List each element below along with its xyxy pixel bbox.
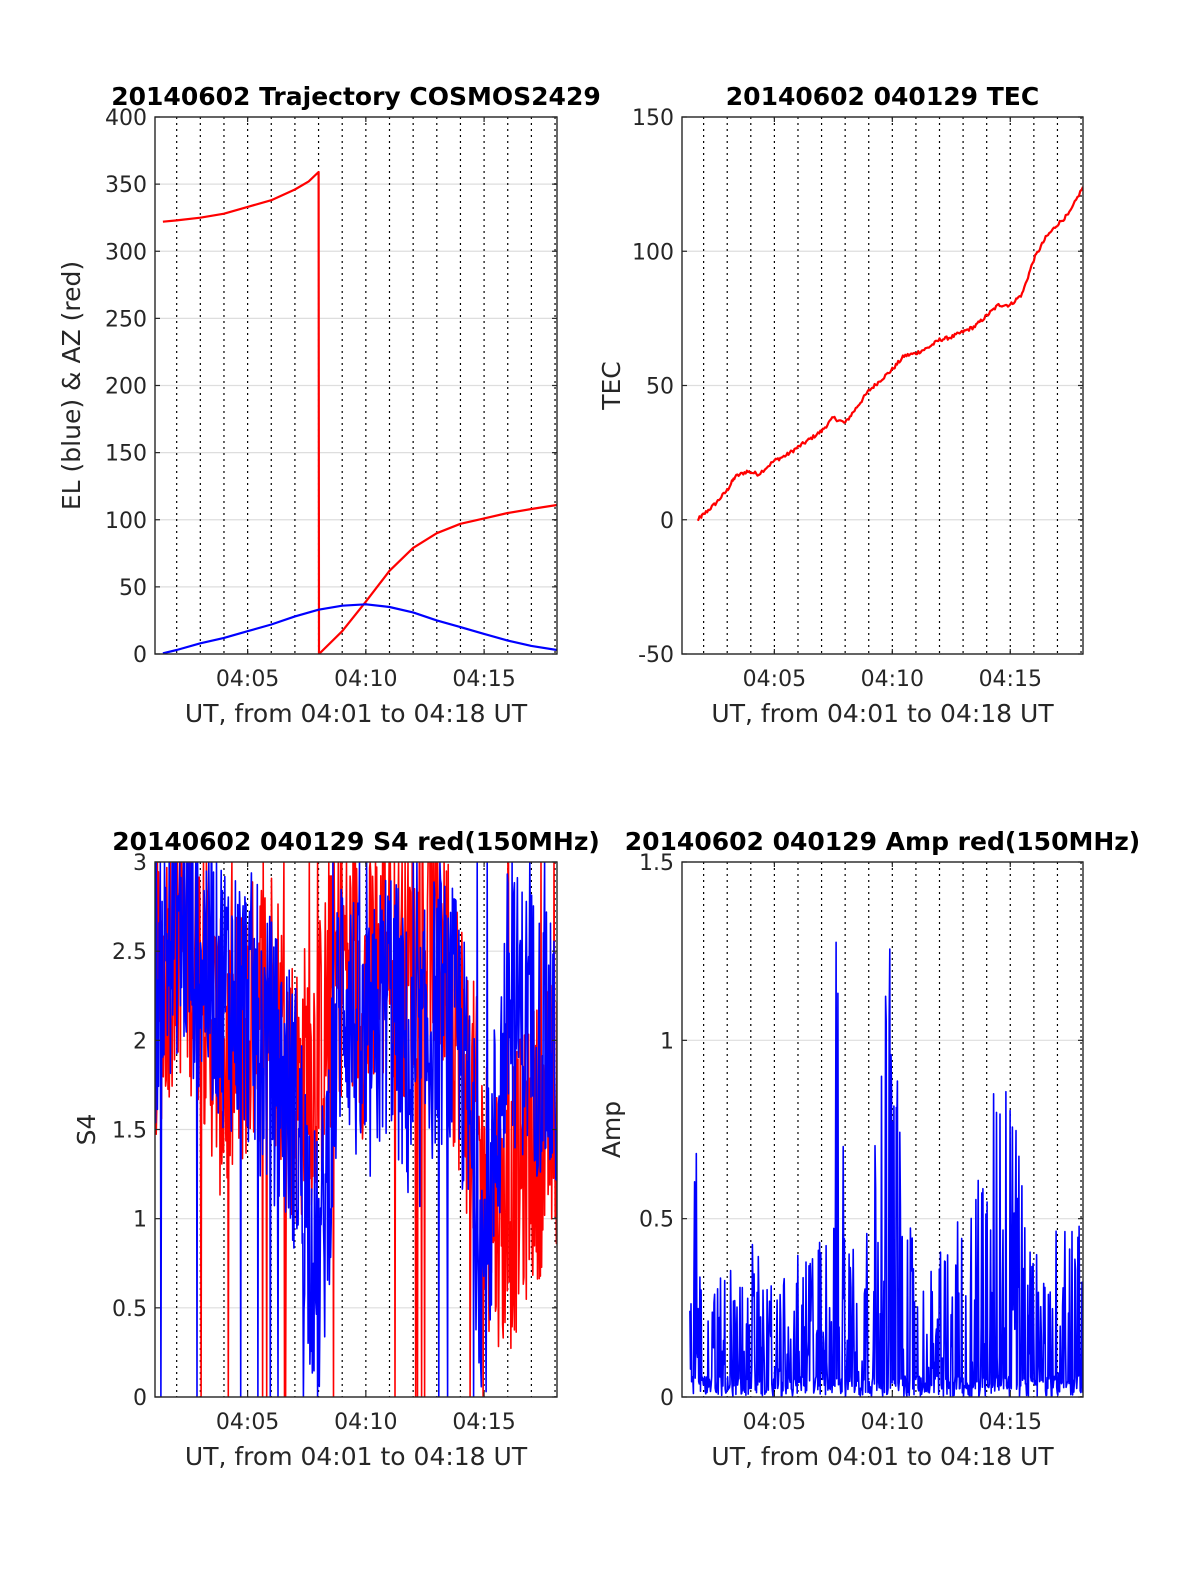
- series-group: [155, 862, 557, 1397]
- series-line: [689, 941, 1083, 1397]
- y-tick-label: 50: [646, 375, 674, 400]
- y-tick-label: -50: [638, 643, 674, 668]
- y-axis-label: S4: [72, 1114, 101, 1146]
- y-tick-label: 0: [133, 643, 147, 668]
- y-tick-label: 0: [660, 1386, 674, 1411]
- series-line: [696, 186, 1083, 521]
- y-tick-label: 350: [105, 173, 147, 198]
- series-group: [689, 941, 1083, 1397]
- x-tick-label: 04:05: [743, 1410, 806, 1435]
- y-tick-label: 3: [133, 851, 147, 876]
- series-group: [162, 170, 557, 654]
- y-tick-label: 1: [660, 1029, 674, 1054]
- chart-title: 20140602 040129 Amp red(150MHz): [625, 827, 1141, 856]
- series-line: [162, 603, 557, 654]
- y-axis-label: Amp: [597, 1101, 626, 1158]
- chart-title: 20140602 Trajectory COSMOS2429: [111, 82, 601, 111]
- x-tick-label: 04:05: [216, 1410, 279, 1435]
- series-group: [696, 186, 1083, 521]
- x-tick-label: 04:05: [743, 667, 806, 692]
- panel-tec: -50 0 50 100 150 04:05 04:10 04:15 20140602 0401…: [597, 82, 1084, 728]
- y-tick-label: 100: [632, 240, 674, 265]
- y-tick-label: 1: [133, 1208, 147, 1233]
- x-tick-label: 04:10: [861, 667, 924, 692]
- x-axis-label: UT, from 04:01 to 04:18 UT: [711, 699, 1054, 728]
- y-tick-label: 2: [133, 1029, 147, 1054]
- y-tick-label: 1.5: [639, 851, 674, 876]
- y-axis-label: EL (blue) & AZ (red): [57, 261, 86, 510]
- y-tick-label: 100: [105, 509, 147, 534]
- y-tick-label: 300: [105, 240, 147, 265]
- series-line: [155, 862, 557, 1397]
- y-tick-label: 1.5: [112, 1119, 147, 1144]
- x-tick-label: 04:10: [861, 1410, 924, 1435]
- y-tick-label: 400: [105, 106, 147, 131]
- y-axis-label: TEC: [597, 361, 626, 411]
- y-tick-label: 150: [632, 106, 674, 131]
- x-tick-label: 04:10: [334, 1410, 397, 1435]
- panel-s4: 0 0.5 1 1.5 2 2.5 3 04:05 04:10 04:15 20140602 040…: [72, 827, 600, 1471]
- series-line: [162, 170, 557, 654]
- y-tick-label: 150: [105, 442, 147, 467]
- x-axis-label: UT, from 04:01 to 04:18 UT: [185, 699, 528, 728]
- y-tick-label: 0: [133, 1386, 147, 1411]
- x-tick-label: 04:15: [979, 667, 1042, 692]
- x-axis-label: UT, from 04:01 to 04:18 UT: [711, 1442, 1054, 1471]
- y-tick-label: 0: [660, 509, 674, 534]
- x-tick-label: 04:15: [979, 1410, 1042, 1435]
- x-tick-label: 04:10: [334, 667, 397, 692]
- y-tick-label: 0.5: [639, 1208, 674, 1233]
- panel-amp: 0 0.5 1 1.5 04:05 04:10 04:15 20140602 040129 A…: [597, 827, 1140, 1471]
- y-tick-label: 2.5: [112, 940, 147, 965]
- x-tick-label: 04:15: [452, 667, 515, 692]
- panel-trajectory: 0 50 100 150 200 250 300 350 400 04:05 04:10 04:15 2…: [57, 82, 601, 728]
- chart-title: 20140602 040129 S4 red(150MHz): [112, 827, 600, 856]
- y-tick-label: 250: [105, 307, 147, 332]
- x-tick-label: 04:15: [452, 1410, 515, 1435]
- axes-box: [681, 861, 1084, 1398]
- chart-title: 20140602 040129 TEC: [726, 82, 1039, 111]
- y-tick-label: 50: [119, 576, 147, 601]
- y-tick-label: 0.5: [112, 1297, 147, 1322]
- x-tick-label: 04:05: [216, 667, 279, 692]
- x-axis-label: UT, from 04:01 to 04:18 UT: [185, 1442, 528, 1471]
- y-tick-label: 200: [105, 375, 147, 400]
